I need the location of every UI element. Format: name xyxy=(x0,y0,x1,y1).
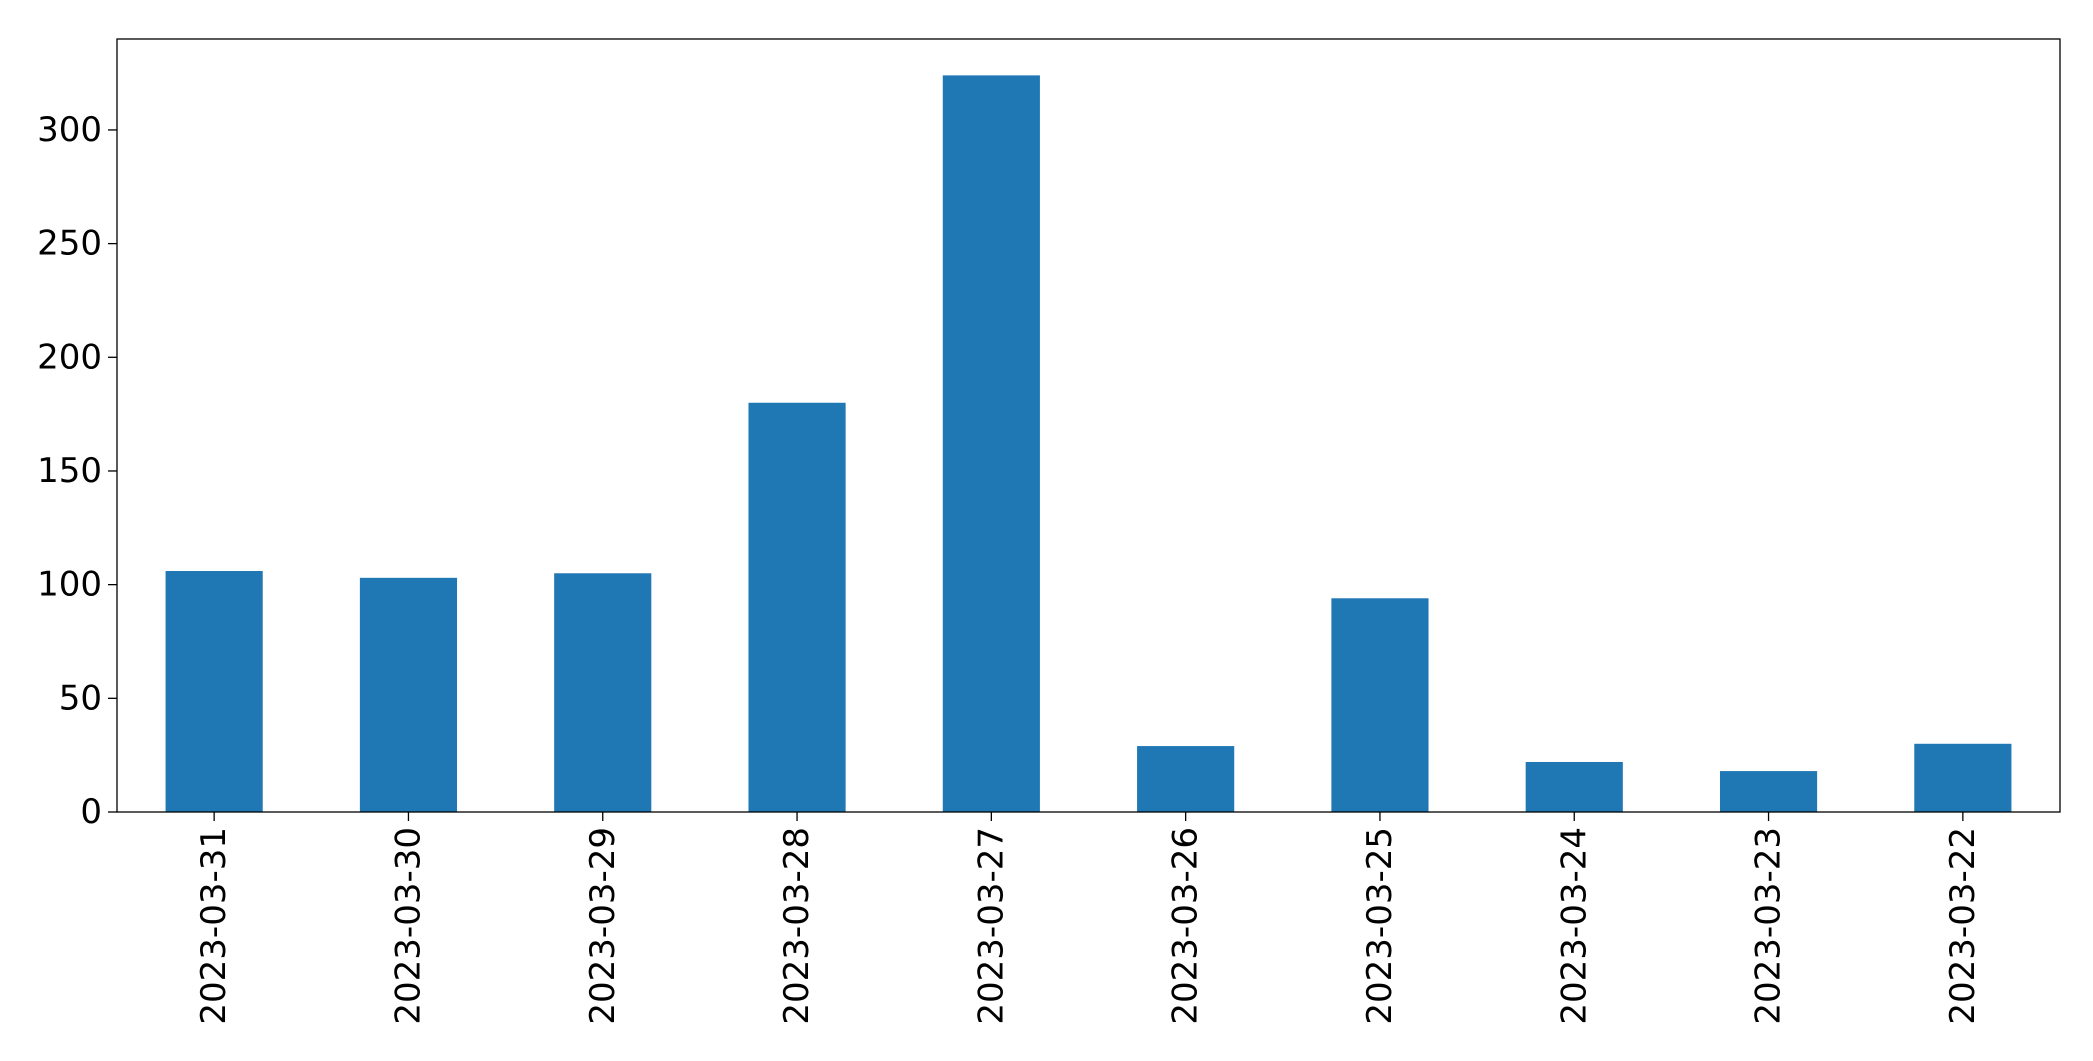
x-tick-label: 2023-03-24 xyxy=(1554,827,1594,1025)
x-tick-label: 2023-03-25 xyxy=(1360,827,1400,1025)
x-tick-label: 2023-03-22 xyxy=(1943,827,1983,1025)
x-tick-label: 2023-03-30 xyxy=(388,827,428,1025)
y-tick-label: 150 xyxy=(37,451,102,491)
bar-2023-03-23 xyxy=(1719,771,1818,812)
x-tick-label: 2023-03-29 xyxy=(583,827,623,1025)
x-tick-label: 2023-03-26 xyxy=(1166,827,1206,1025)
bar-2023-03-30 xyxy=(359,577,458,812)
bars-group xyxy=(165,75,2012,812)
x-tick-label: 2023-03-28 xyxy=(777,827,817,1025)
y-axis: 0 50 100 150 200 250 300 xyxy=(37,110,117,832)
y-tick-label: 300 xyxy=(37,110,102,150)
bar-2023-03-24 xyxy=(1525,761,1623,812)
y-tick-label: 0 xyxy=(80,792,102,832)
y-tick-label: 200 xyxy=(37,337,102,377)
bar-2023-03-25 xyxy=(1331,598,1429,812)
y-tick-label: 250 xyxy=(37,224,102,264)
bar-2023-03-29 xyxy=(554,573,652,812)
x-axis: 2023-03-31 2023-03-30 2023-03-29 2023-03-28… xyxy=(194,812,1983,1025)
bar-2023-03-26 xyxy=(1137,746,1235,812)
y-tick-label: 100 xyxy=(37,565,102,605)
bar-2023-03-27 xyxy=(942,75,1040,812)
x-tick-label: 2023-03-23 xyxy=(1749,827,1789,1025)
y-tick-label: 50 xyxy=(59,678,102,718)
bar-2023-03-28 xyxy=(748,402,846,812)
plot-frame xyxy=(116,38,2061,813)
bar-2023-03-31 xyxy=(165,571,263,812)
x-tick-label: 2023-03-27 xyxy=(971,827,1011,1025)
bar-2023-03-22 xyxy=(1914,743,2012,812)
x-tick-label: 2023-03-31 xyxy=(194,827,234,1025)
